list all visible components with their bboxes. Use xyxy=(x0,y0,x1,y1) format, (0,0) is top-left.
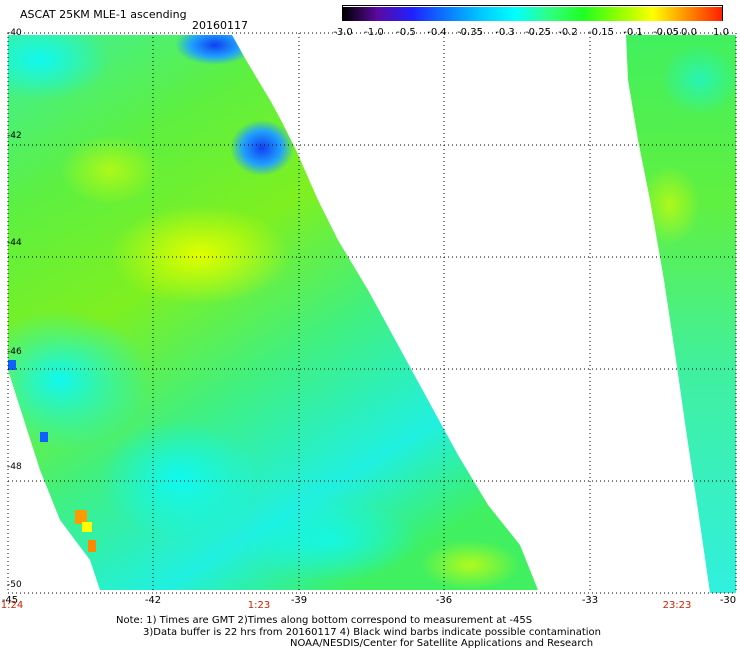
lat-label: -48 xyxy=(7,462,22,472)
lon-label: -30 xyxy=(719,595,737,606)
graticule xyxy=(7,32,737,594)
lon-label: -39 xyxy=(290,595,308,606)
data-swath-west xyxy=(8,35,538,590)
time-label: 1:24 xyxy=(0,600,24,611)
lon-label: -33 xyxy=(581,595,599,606)
note-line-1: Note: 1) Times are GMT 2)Times along bot… xyxy=(116,615,533,626)
time-label: 23:23 xyxy=(662,600,692,611)
colorbar-label: -1.0 xyxy=(364,27,384,38)
note-line-2: 3)Data buffer is 22 hrs from 20160117 4)… xyxy=(143,627,601,638)
lon-label: -42 xyxy=(144,595,162,606)
lat-label: -42 xyxy=(7,131,22,141)
lat-label: -40 xyxy=(7,28,22,38)
note-line-3: NOAA/NESDIS/Center for Satellite Applica… xyxy=(290,638,594,649)
time-label: 1:23 xyxy=(247,600,271,611)
colorbar-label: -3.0 xyxy=(333,27,353,38)
colorbar-label: -0.25 xyxy=(525,27,551,38)
data-swath-east xyxy=(626,35,736,593)
lat-label: -46 xyxy=(7,347,22,357)
colorbar-label: -0.5 xyxy=(396,27,416,38)
lon-label: -36 xyxy=(435,595,453,606)
colorbar-label: -0.35 xyxy=(457,27,483,38)
lon-label: -45 xyxy=(1,595,19,606)
map-date: 20160117 xyxy=(192,19,248,32)
lat-label: -44 xyxy=(7,238,22,248)
colorbar xyxy=(342,5,723,21)
colorbar-gradient xyxy=(343,7,722,21)
colorbar-label: -0.05 xyxy=(653,27,679,38)
map-title: ASCAT 25KM MLE-1 ascending xyxy=(20,8,187,21)
lat-label: -50 xyxy=(7,580,22,590)
